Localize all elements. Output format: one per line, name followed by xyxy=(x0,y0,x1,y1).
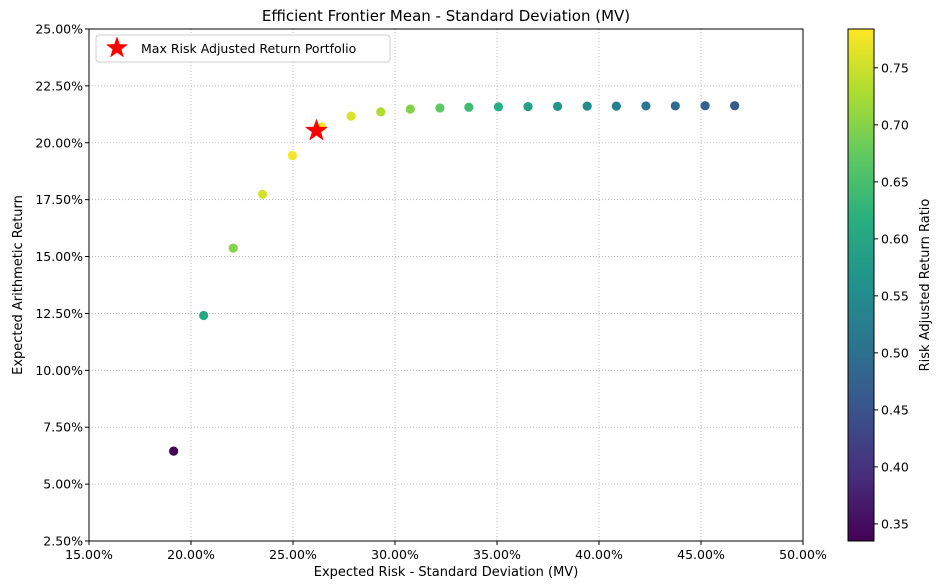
colorbar-tick-label: 0.70 xyxy=(881,117,909,132)
frontier-point xyxy=(700,101,710,111)
x-tick-label: 35.00% xyxy=(473,547,521,562)
x-axis-ticks: 15.00% 20.00% 25.00% 30.00% 35.00% 40.00% 45.0… xyxy=(65,541,827,562)
y-tick-label: 17.50% xyxy=(35,192,83,207)
max-risk-adjusted-marker-layer xyxy=(304,118,329,141)
colorbar-tick-label: 0.50 xyxy=(881,345,909,360)
y-tick-label: 15.00% xyxy=(35,249,83,264)
frontier-point xyxy=(641,101,651,111)
frontier-point xyxy=(611,101,621,111)
frontier-point xyxy=(287,150,297,161)
x-tick-label: 45.00% xyxy=(677,547,725,562)
plot-background xyxy=(89,29,803,541)
colorbar-tick-label: 0.65 xyxy=(881,174,909,189)
x-tick-label: 25.00% xyxy=(269,547,317,562)
frontier-point xyxy=(435,103,445,113)
colorbar-tick-label: 0.60 xyxy=(881,231,909,246)
x-axis-label: Expected Risk - Standard Deviation (MV) xyxy=(314,565,579,580)
plot-frame xyxy=(88,28,804,542)
chart-title: Efficient Frontier Mean - Standard Devia… xyxy=(262,7,630,25)
frontier-point xyxy=(228,243,238,253)
frontier-point xyxy=(552,101,563,111)
frontier-point xyxy=(258,189,268,199)
y-tick-label: 20.00% xyxy=(35,135,83,150)
y-axis-label: Expected Arithmetic Return xyxy=(11,195,26,375)
colorbar: 0.35 0.40 0.45 0.50 0.55 0.60 0.65 0.70 0.75 Ris… xyxy=(847,28,933,542)
x-tick-label: 20.00% xyxy=(167,547,215,562)
legend-star-icon xyxy=(105,36,129,58)
frontier-point xyxy=(730,101,740,111)
colorbar-tick-label: 0.35 xyxy=(881,516,909,531)
frontier-point xyxy=(169,446,179,456)
colorbar-tick-label: 0.40 xyxy=(881,459,909,474)
frontier-point xyxy=(376,107,386,117)
colorbar-tick-label: 0.45 xyxy=(881,402,909,417)
frontier-point xyxy=(493,102,504,112)
legend: Max Risk Adjusted Return Portfolio xyxy=(95,34,391,63)
max-risk-adjusted-star xyxy=(304,118,329,141)
y-tick-label: 22.50% xyxy=(35,78,83,93)
y-tick-label: 12.50% xyxy=(35,306,83,321)
x-tick-label: 50.00% xyxy=(779,547,827,562)
x-tick-label: 15.00% xyxy=(65,547,113,562)
y-axis-ticks: 2.50% 5.00% 7.50% 10.00% 12.50% 15.00% 17.50% 2… xyxy=(35,22,89,549)
frontier-point xyxy=(199,310,209,321)
plot-area xyxy=(88,28,804,542)
colorbar-tick-label: 0.55 xyxy=(881,288,909,303)
frontier-point xyxy=(464,102,474,112)
frontier-point xyxy=(523,101,533,112)
legend-box xyxy=(95,34,391,63)
y-tick-label: 2.50% xyxy=(43,534,83,549)
x-tick-label: 40.00% xyxy=(575,547,623,562)
colorbar-ticks: 0.35 0.40 0.45 0.50 0.55 0.60 0.65 0.70 0.75 xyxy=(874,60,909,531)
y-tick-label: 5.00% xyxy=(43,477,83,492)
y-tick-label: 10.00% xyxy=(35,363,83,378)
colorbar-tick-label: 0.75 xyxy=(881,60,909,75)
frontier-point xyxy=(582,101,592,111)
colorbar-gradient xyxy=(847,28,875,542)
y-tick-label: 25.00% xyxy=(35,22,83,37)
y-tick-label: 7.50% xyxy=(43,420,83,435)
legend-label: Max Risk Adjusted Return Portfolio xyxy=(141,41,356,56)
frontier-point xyxy=(346,111,356,121)
x-tick-label: 30.00% xyxy=(371,547,419,562)
frontier-point xyxy=(670,101,680,111)
colorbar-label: Risk Adjusted Return Ratio xyxy=(918,199,933,372)
frontier-points xyxy=(169,101,740,456)
frontier-point xyxy=(405,104,415,114)
